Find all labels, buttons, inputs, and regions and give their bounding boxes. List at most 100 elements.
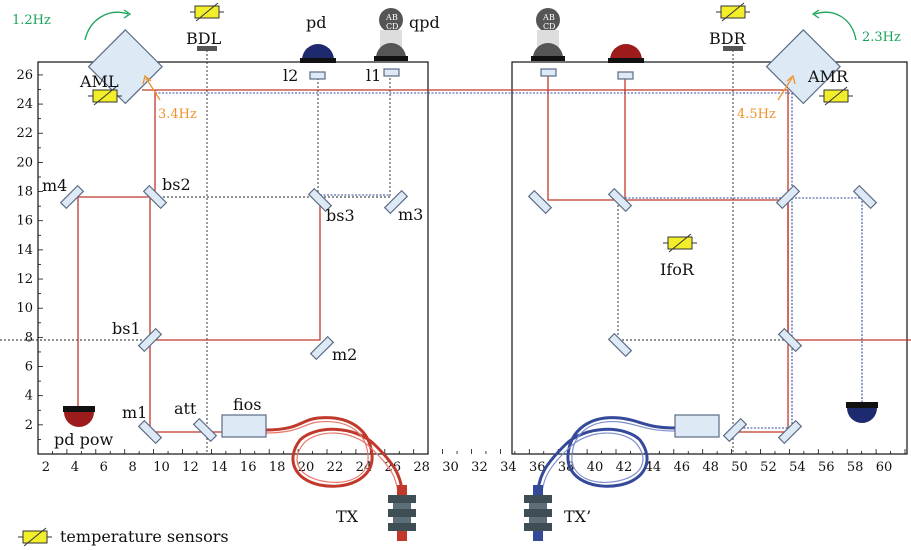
fiber-coil-right (536, 416, 676, 493)
photodiode-qpd-right (531, 8, 565, 61)
tilt-arrow-aml (142, 74, 161, 101)
red-beams (77, 74, 911, 433)
x-tick-label: 46 (673, 460, 690, 475)
blue-beams (155, 92, 863, 429)
y-tick-label: 6 (25, 360, 33, 375)
attenuator-att (193, 418, 217, 442)
frequency-aml-top: 1.2Hz (12, 13, 51, 28)
label-qpd: qpd (409, 13, 440, 32)
legend-temperature-sensors: temperature sensors (60, 527, 229, 546)
temperature-sensor-ifor (662, 233, 698, 253)
y-tick-label: 18 (16, 185, 33, 200)
black-dotted-beams (0, 50, 788, 454)
frequency-amr-side: 4.5Hz (737, 107, 776, 122)
label-l1: l1 (366, 66, 381, 85)
frequency-amr-top: 2.3Hz (862, 30, 901, 45)
photodiode-pd-pow (63, 406, 95, 427)
right-board-frame (511, 61, 908, 455)
mirror-right-2 (853, 185, 877, 209)
svg-text:A: A (385, 13, 392, 22)
x-tick-label: 40 (587, 460, 604, 475)
attenuator-right (723, 418, 747, 442)
label-bs3: bs3 (326, 206, 355, 225)
qpd-quadrant-labels: A B C D A B C D (385, 13, 555, 31)
label-bs1: bs1 (112, 319, 141, 338)
x-tick-label: 18 (269, 460, 286, 475)
lens-right-1 (540, 68, 557, 77)
temperature-sensor-legend (17, 527, 53, 547)
x-tick-label: 14 (211, 460, 228, 475)
photodiode-right-pow (846, 402, 878, 423)
fios-box (221, 414, 267, 438)
x-tick-label: 22 (327, 460, 344, 475)
y-tick-label: 8 (25, 330, 33, 345)
temperature-sensor-bdl (189, 2, 225, 22)
y-tick-label: 10 (16, 301, 33, 316)
tx-connector-left (388, 485, 416, 541)
x-tick-label: 20 (298, 460, 315, 475)
svg-text:A: A (542, 13, 549, 22)
x-tick-label: 6 (100, 460, 108, 475)
y-tick-label: 12 (16, 272, 33, 287)
temperature-sensor-amr (818, 86, 854, 106)
label-aml: AML (79, 72, 119, 91)
label-att: att (174, 399, 197, 418)
label-bs2: bs2 (162, 175, 191, 194)
x-tick-label: 58 (847, 460, 864, 475)
x-tick-label: 12 (182, 460, 199, 475)
y-tick-label: 16 (16, 214, 33, 229)
svg-text:D: D (549, 22, 555, 31)
y-tick-label: 4 (25, 389, 33, 404)
y-tick-label: 20 (16, 155, 33, 170)
photodiode-right (608, 44, 644, 63)
temperature-sensor-bdr (715, 2, 751, 22)
photodiode-pd (300, 44, 336, 63)
label-tx: TX (336, 507, 359, 526)
x-tick-label: 16 (240, 460, 257, 475)
label-l2: l2 (283, 66, 298, 85)
bdl-marker (197, 46, 217, 51)
x-tick-label: 2 (42, 460, 50, 475)
svg-text:C: C (543, 22, 549, 31)
x-tick-label: 56 (818, 460, 835, 475)
label-tx-prime: TX’ (564, 507, 591, 526)
svg-text:B: B (392, 13, 398, 22)
lens-l1 (383, 68, 400, 77)
label-m1: m1 (122, 403, 147, 422)
x-tick-label: 8 (129, 460, 137, 475)
lens-right-2 (617, 71, 634, 80)
left-board-frame (37, 61, 429, 455)
label-m4: m4 (42, 176, 67, 195)
x-tick-label: 10 (153, 460, 170, 475)
label-pd: pd (306, 13, 326, 32)
x-tick-label: 36 (529, 460, 546, 475)
label-bdr: BDR (709, 29, 747, 48)
x-tick-label: 28 (413, 460, 430, 475)
rotation-arrow-amr (811, 9, 857, 41)
aml-mirror (87, 29, 163, 105)
y-tick-label: 14 (16, 243, 33, 258)
photodiode-qpd (374, 8, 408, 61)
label-fios: fios (233, 395, 262, 414)
x-tick-label: 54 (789, 460, 806, 475)
x-tick-label: 60 (876, 460, 893, 475)
x-axis-ticks: 2 4 6 8 10 12 14 16 18 20 22 24 26 28 30 32 34 36 38 40 42 44… (37, 449, 906, 475)
x-tick-label: 4 (71, 460, 79, 475)
x-tick-label: 48 (702, 460, 719, 475)
svg-text:B: B (549, 13, 555, 22)
bdr-marker (723, 46, 743, 51)
tilt-arrow-amr (777, 74, 796, 101)
rotation-arrow-aml (84, 9, 132, 41)
x-tick-label: 50 (731, 460, 748, 475)
y-tick-label: 22 (16, 126, 33, 141)
label-m3: m3 (398, 205, 423, 224)
x-tick-label: 44 (645, 460, 662, 475)
svg-text:C: C (386, 22, 392, 31)
svg-text:D: D (392, 22, 398, 31)
x-tick-label: 34 (500, 460, 517, 475)
label-amr: AMR (807, 67, 849, 86)
y-tick-label: 2 (25, 418, 33, 433)
amr-mirror (765, 29, 841, 105)
